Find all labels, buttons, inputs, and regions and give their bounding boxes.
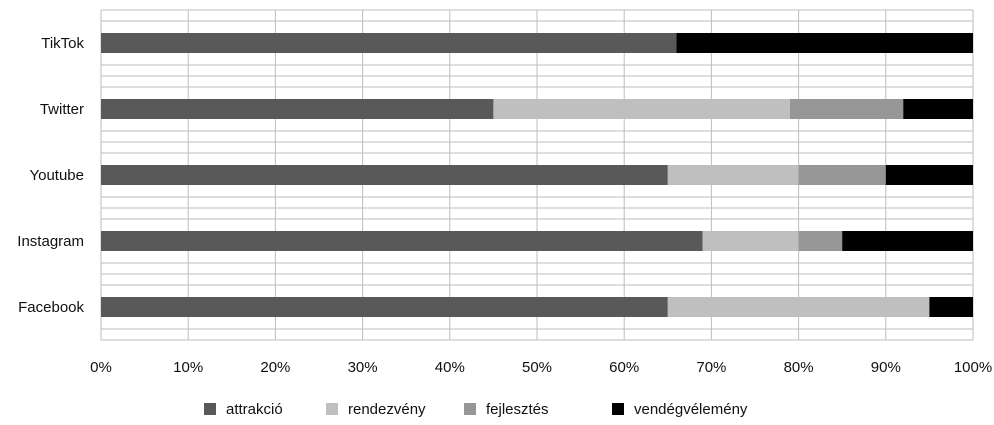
- x-tick-labels: 0% 10% 20% 30% 40% 50% 60% 70% 80% 90% 100%: [90, 359, 992, 376]
- x-tick-label: 20%: [260, 359, 290, 376]
- legend-label: attrakció: [226, 401, 283, 418]
- legend-swatch: [464, 403, 476, 415]
- x-tick-label: 60%: [609, 359, 639, 376]
- x-tick-label: 70%: [696, 359, 726, 376]
- legend-label: fejlesztés: [486, 401, 549, 418]
- bar-facebook-series-1: [667, 297, 930, 317]
- bars: [101, 33, 973, 317]
- bar-twitter-series-0: [101, 99, 494, 119]
- x-tick-label: 100%: [954, 359, 992, 376]
- x-tick-label: 0%: [90, 359, 112, 376]
- bar-instagram-series-2: [798, 231, 843, 251]
- bar-facebook-series-3: [929, 297, 973, 317]
- category-labels: TikTok Twitter Youtube Instagram Facebook: [17, 35, 84, 316]
- bar-instagram-series-3: [842, 231, 973, 251]
- bar-twitter-series-1: [493, 99, 790, 119]
- bar-twitter-series-2: [789, 99, 904, 119]
- legend-swatch: [326, 403, 338, 415]
- category-label: Twitter: [40, 101, 84, 118]
- bar-tiktok-series-0: [101, 33, 677, 53]
- x-tick-label: 50%: [522, 359, 552, 376]
- legend-swatch: [204, 403, 216, 415]
- x-tick-label: 30%: [348, 359, 378, 376]
- bar-youtube-series-1: [667, 165, 799, 185]
- x-tick-label: 40%: [435, 359, 465, 376]
- bar-youtube-series-0: [101, 165, 668, 185]
- grid-lines: [100, 9, 974, 341]
- category-label: Youtube: [29, 167, 84, 184]
- category-label: TikTok: [41, 35, 84, 52]
- x-tick-label: 80%: [784, 359, 814, 376]
- bar-instagram-series-0: [101, 231, 703, 251]
- bar-youtube-series-2: [798, 165, 886, 185]
- bar-instagram-series-1: [702, 231, 799, 251]
- legend: attrakció rendezvény fejlesztés vendégvélem…: [204, 401, 748, 418]
- category-label: Instagram: [17, 233, 84, 250]
- category-label: Facebook: [18, 299, 84, 316]
- legend-swatch: [612, 403, 624, 415]
- bar-facebook-series-0: [101, 297, 668, 317]
- x-tick-label: 90%: [871, 359, 901, 376]
- legend-label: vendégvélemény: [634, 401, 748, 418]
- bar-tiktok-series-3: [676, 33, 973, 53]
- bar-youtube-series-3: [885, 165, 973, 185]
- x-tick-label: 10%: [173, 359, 203, 376]
- legend-label: rendezvény: [348, 401, 426, 418]
- bar-twitter-series-3: [903, 99, 973, 119]
